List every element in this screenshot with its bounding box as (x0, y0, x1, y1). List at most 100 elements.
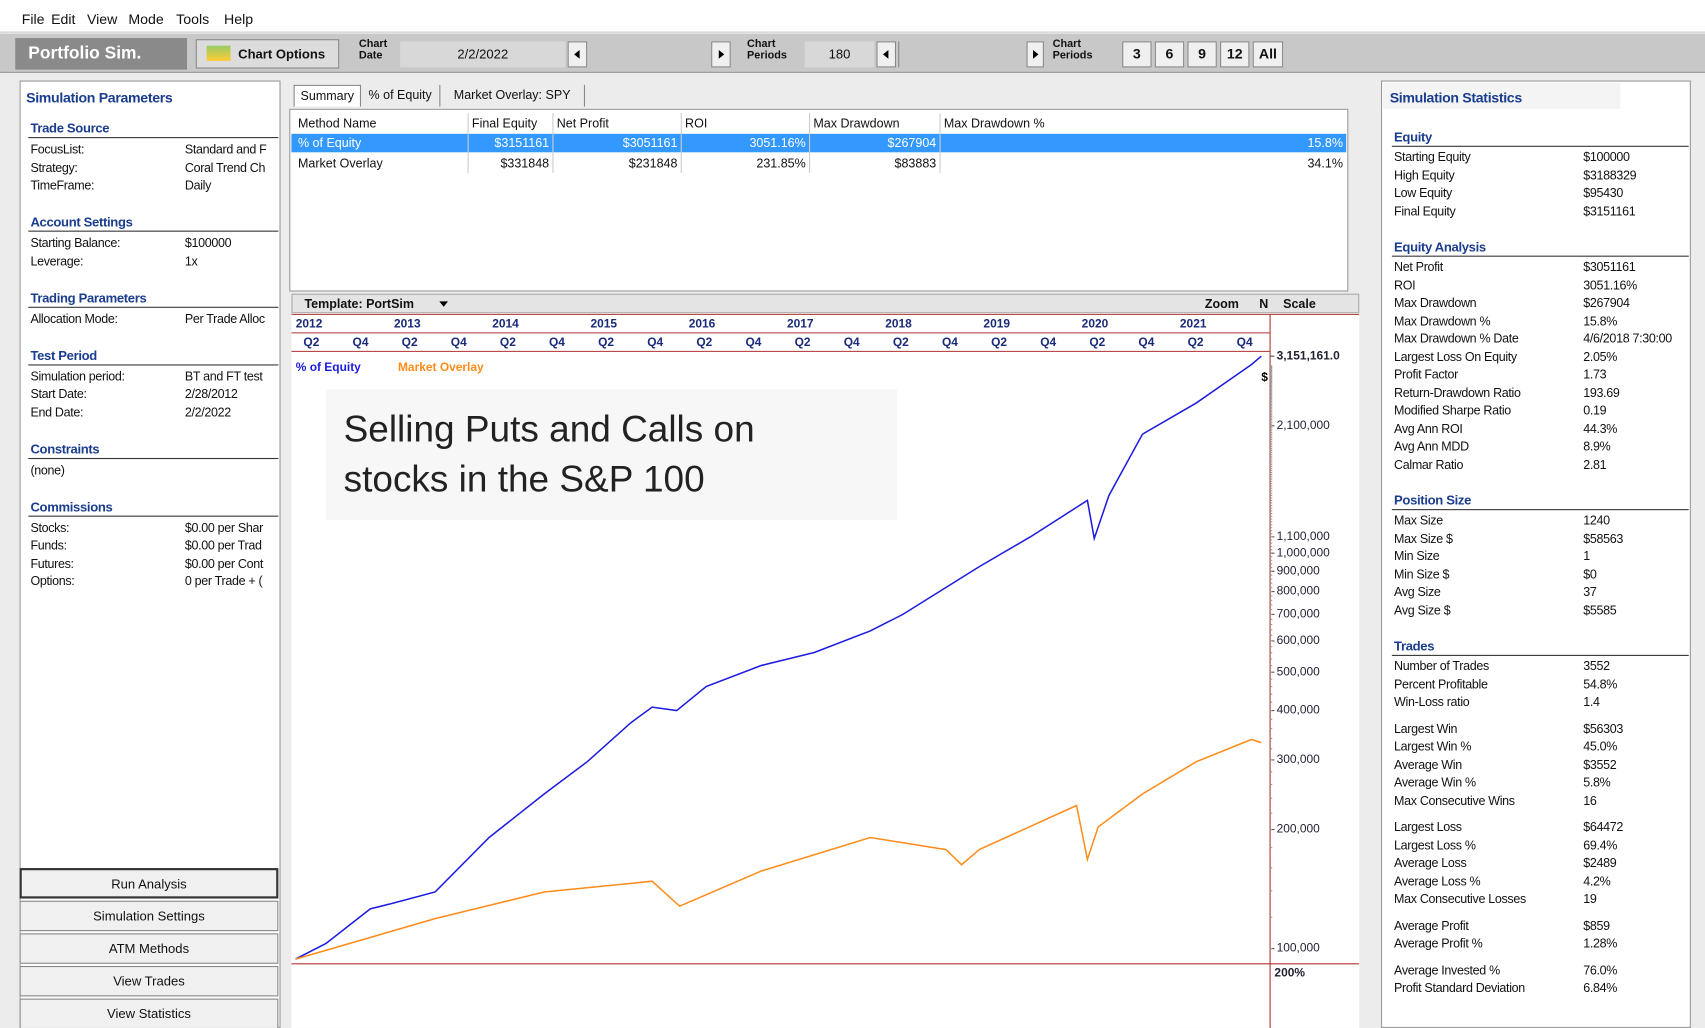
stat-value: $859 (1583, 919, 1610, 933)
menu-item[interactable]: View (86, 10, 118, 28)
column-header: Max Drawdown % (943, 117, 1045, 131)
x-tick-label: 2016 (689, 316, 716, 330)
stat-label: Calmar Ratio (1394, 458, 1464, 472)
periods-input[interactable]: 180 (804, 41, 875, 68)
stat-label: Min Size (1394, 550, 1440, 564)
stat-label: Starting Equity (1394, 151, 1471, 165)
stat-label: Average Loss % (1394, 875, 1481, 889)
stat-value: $3051161 (1583, 261, 1636, 275)
param-label: Allocation Mode: (30, 312, 118, 326)
periods-next[interactable] (1026, 41, 1044, 68)
column-header: ROI (685, 117, 708, 131)
quarter-tick-label: Q4 (844, 335, 860, 349)
stat-label: Largest Win (1394, 722, 1458, 736)
stat-value: $3552 (1583, 758, 1617, 772)
param-value: $0.00 per Shar (184, 521, 264, 535)
stat-label: Largest Loss (1394, 821, 1462, 835)
chart-options-icon (206, 45, 231, 61)
period-button[interactable]: All (1252, 41, 1284, 68)
scale-button[interactable]: Scale (1283, 298, 1316, 312)
table-cell: 34.1% (1307, 157, 1343, 171)
quarter-tick-label: Q4 (1237, 335, 1253, 349)
stat-label: Win-Loss ratio (1394, 696, 1470, 710)
table-cell: % of Equity (297, 137, 362, 151)
template-dropdown[interactable]: Template: PortSim (304, 298, 415, 312)
menu-item[interactable]: Mode (128, 10, 164, 28)
stat-label: ROI (1394, 279, 1416, 293)
y-tick-label: 400,000 (1277, 703, 1321, 717)
param-label: Leverage: (30, 255, 84, 269)
quarter-tick-label: Q2 (598, 335, 614, 349)
x-tick-label: 2021 (1180, 316, 1207, 330)
table-cell: $3051161 (622, 137, 678, 151)
app-title-box (15, 38, 188, 70)
stat-value: $100000 (1583, 151, 1630, 165)
stat-value: 4.2% (1583, 875, 1611, 889)
stat-label: High Equity (1394, 169, 1455, 183)
stat-label: Max Drawdown (1394, 296, 1477, 311)
right-panel (1380, 80, 1691, 1028)
periods-prev[interactable] (876, 41, 897, 68)
menu-item[interactable]: Help (224, 10, 254, 28)
x-tick-label: 2018 (885, 316, 912, 330)
menu-item[interactable]: Edit (51, 10, 76, 28)
stat-label: Final Equity (1394, 205, 1456, 219)
param-value: BT and FT test (184, 370, 263, 384)
panel-button[interactable]: View Statistics (19, 998, 279, 1028)
arrow-icon (574, 50, 580, 59)
panel-button[interactable]: View Trades (19, 965, 279, 997)
stat-label: Return-Drawdown Ratio (1394, 386, 1521, 400)
param-label: Futures: (30, 557, 74, 571)
y-tick-label: 200,000 (1277, 822, 1321, 836)
next-button[interactable] (711, 41, 731, 68)
section-title: Constraints (30, 441, 100, 457)
label-line: Chart (1052, 38, 1082, 51)
section-title: Equity (1394, 129, 1432, 145)
legend-entry: Market Overlay (398, 360, 484, 374)
table-cell: Market Overlay (297, 157, 383, 171)
stat-label: Max Drawdown % (1394, 314, 1491, 328)
table-cell: $3151161 (494, 137, 550, 151)
y-tick-label: 600,000 (1277, 633, 1321, 647)
section-rule (28, 363, 279, 365)
menu-item[interactable]: Tools (176, 10, 210, 28)
stat-value: $3151161 (1583, 205, 1636, 219)
n-button[interactable]: N (1259, 298, 1269, 312)
stat-value: 0.19 (1583, 404, 1607, 418)
tab[interactable]: Summary (293, 84, 362, 107)
period-button[interactable]: 12 (1220, 41, 1250, 68)
period-button[interactable]: 6 (1154, 41, 1185, 68)
quarter-tick-label: Q2 (303, 335, 319, 349)
period-button[interactable]: 3 (1122, 41, 1152, 68)
panel-button[interactable]: Simulation Settings (19, 900, 279, 932)
stat-label: Average Profit % (1394, 937, 1483, 951)
tab[interactable]: Market Overlay: SPY (440, 84, 586, 107)
param-value: Per Trade Alloc (184, 312, 265, 326)
panel-button[interactable]: Run Analysis (19, 868, 279, 899)
quarter-tick-label: Q2 (795, 335, 811, 349)
y-tick-label: 1,100,000 (1277, 529, 1331, 543)
stat-label: Net Profit (1394, 261, 1443, 275)
panel-button[interactable]: ATM Methods (19, 933, 279, 964)
lower-panel-label: 200% (1274, 966, 1305, 980)
prev-button[interactable] (567, 41, 588, 68)
stat-value: 6.84% (1583, 982, 1618, 996)
section-title: Test Period (30, 347, 97, 363)
zoom-button[interactable]: Zoom (1204, 298, 1239, 312)
periods-slider[interactable] (898, 41, 1026, 68)
chart-date-input[interactable]: 2/2/2022 (400, 41, 566, 68)
quarter-tick-label: Q4 (647, 335, 663, 349)
stat-label: Max Size (1394, 514, 1443, 528)
menu-item[interactable]: File (21, 10, 45, 28)
stat-label: Average Win % (1394, 776, 1476, 790)
label-line: Chart (358, 38, 388, 51)
param-label: End Date: (30, 406, 84, 420)
label-line: Periods (1052, 50, 1093, 63)
tab[interactable]: % of Equity (361, 84, 441, 107)
period-button[interactable]: 9 (1187, 41, 1217, 68)
chart-options-button[interactable]: Chart Options (195, 39, 340, 69)
section-rule (1391, 509, 1689, 511)
stat-label: Min Size $ (1394, 568, 1450, 582)
